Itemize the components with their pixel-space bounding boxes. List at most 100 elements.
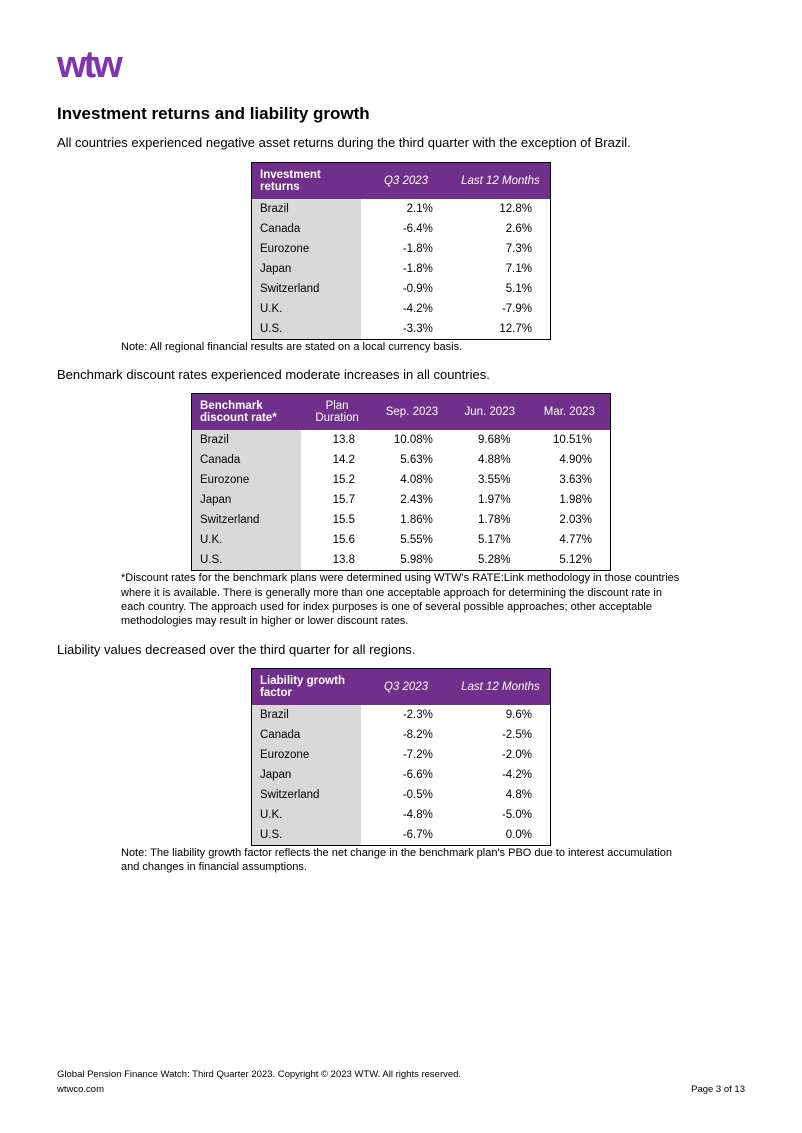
benchmark-discount-table: Benchmark discount rate* Plan Duration S… bbox=[191, 393, 611, 571]
cell: 2.03% bbox=[529, 510, 611, 530]
cell: Brazil bbox=[252, 199, 362, 219]
footer-row: wtwco.com Page 3 of 13 bbox=[57, 1084, 745, 1095]
cell: Brazil bbox=[252, 705, 362, 725]
cell: 4.88% bbox=[451, 450, 529, 470]
table-row: Eurozone-7.2%-2.0% bbox=[252, 745, 551, 765]
col-header: Liability growth factor bbox=[252, 669, 362, 706]
cell: Canada bbox=[252, 725, 362, 745]
cell: -2.5% bbox=[451, 725, 551, 745]
cell: 13.8 bbox=[301, 550, 373, 571]
investment-returns-table: Investment returns Q3 2023 Last 12 Month… bbox=[251, 162, 551, 340]
table-row: Brazil-2.3%9.6% bbox=[252, 705, 551, 725]
cell: 14.2 bbox=[301, 450, 373, 470]
logo-text: wtw bbox=[57, 44, 120, 86]
col-header: Last 12 Months bbox=[451, 162, 551, 199]
cell: -7.9% bbox=[451, 299, 551, 319]
table-row: U.K.15.65.55%5.17%4.77% bbox=[192, 530, 611, 550]
cell: U.S. bbox=[252, 825, 362, 846]
col-header: Last 12 Months bbox=[451, 669, 551, 706]
table-row: Canada-8.2%-2.5% bbox=[252, 725, 551, 745]
table-row: Switzerland-0.5%4.8% bbox=[252, 785, 551, 805]
table3-note: Note: The liability growth factor reflec… bbox=[121, 846, 681, 875]
cell: 1.78% bbox=[451, 510, 529, 530]
cell: 15.5 bbox=[301, 510, 373, 530]
cell: Japan bbox=[252, 765, 362, 785]
col-header: Jun. 2023 bbox=[451, 394, 529, 431]
cell: U.K. bbox=[252, 299, 362, 319]
cell: 3.55% bbox=[451, 470, 529, 490]
cell: 5.55% bbox=[373, 530, 451, 550]
cell: 12.8% bbox=[451, 199, 551, 219]
footer-copyright: Global Pension Finance Watch: Third Quar… bbox=[57, 1069, 745, 1080]
cell: 4.08% bbox=[373, 470, 451, 490]
cell: -4.8% bbox=[361, 805, 451, 825]
liability-intro: Liability values decreased over the thir… bbox=[57, 641, 745, 659]
footer-page: Page 3 of 13 bbox=[691, 1084, 745, 1095]
table1-note: Note: All regional financial results are… bbox=[121, 340, 681, 354]
table-row: Brazil2.1%12.8% bbox=[252, 199, 551, 219]
table-row: Brazil13.810.08%9.68%10.51% bbox=[192, 430, 611, 450]
table-row: Japan15.72.43%1.97%1.98% bbox=[192, 490, 611, 510]
table-row: U.K.-4.8%-5.0% bbox=[252, 805, 551, 825]
cell: 2.43% bbox=[373, 490, 451, 510]
table-row: Japan-6.6%-4.2% bbox=[252, 765, 551, 785]
page: wtw Investment returns and liability gro… bbox=[0, 0, 802, 1133]
cell: 1.97% bbox=[451, 490, 529, 510]
cell: -8.2% bbox=[361, 725, 451, 745]
cell: 15.2 bbox=[301, 470, 373, 490]
cell: -5.0% bbox=[451, 805, 551, 825]
footer-site: wtwco.com bbox=[57, 1084, 104, 1095]
table-row: Switzerland-0.9%5.1% bbox=[252, 279, 551, 299]
cell: 7.3% bbox=[451, 239, 551, 259]
cell: Eurozone bbox=[192, 470, 302, 490]
cell: Canada bbox=[252, 219, 362, 239]
cell: 9.68% bbox=[451, 430, 529, 450]
cell: -4.2% bbox=[451, 765, 551, 785]
cell: 15.6 bbox=[301, 530, 373, 550]
cell: 1.98% bbox=[529, 490, 611, 510]
cell: Japan bbox=[192, 490, 302, 510]
cell: Switzerland bbox=[252, 279, 362, 299]
cell: 2.6% bbox=[451, 219, 551, 239]
table-row: Eurozone15.24.08%3.55%3.63% bbox=[192, 470, 611, 490]
cell: Switzerland bbox=[252, 785, 362, 805]
liability-growth-table: Liability growth factor Q3 2023 Last 12 … bbox=[251, 668, 551, 846]
cell: -6.7% bbox=[361, 825, 451, 846]
col-header: Plan Duration bbox=[301, 394, 373, 431]
cell: U.K. bbox=[192, 530, 302, 550]
cell: Japan bbox=[252, 259, 362, 279]
investment-returns-section: Investment returns Q3 2023 Last 12 Month… bbox=[57, 162, 745, 354]
table-row: U.S.13.85.98%5.28%5.12% bbox=[192, 550, 611, 571]
cell: Switzerland bbox=[192, 510, 302, 530]
cell: 5.17% bbox=[451, 530, 529, 550]
col-header: Q3 2023 bbox=[361, 162, 451, 199]
benchmark-intro: Benchmark discount rates experienced mod… bbox=[57, 366, 745, 384]
table-row: Switzerland15.51.86%1.78%2.03% bbox=[192, 510, 611, 530]
cell: -6.4% bbox=[361, 219, 451, 239]
cell: -2.0% bbox=[451, 745, 551, 765]
col-header: Q3 2023 bbox=[361, 669, 451, 706]
col-header: Benchmark discount rate* bbox=[192, 394, 302, 431]
cell: U.S. bbox=[192, 550, 302, 571]
table-row: Japan-1.8%7.1% bbox=[252, 259, 551, 279]
cell: 12.7% bbox=[451, 319, 551, 340]
cell: 5.12% bbox=[529, 550, 611, 571]
cell: U.K. bbox=[252, 805, 362, 825]
cell: 4.8% bbox=[451, 785, 551, 805]
table-row: U.S.-6.7%0.0% bbox=[252, 825, 551, 846]
cell: 9.6% bbox=[451, 705, 551, 725]
cell: 13.8 bbox=[301, 430, 373, 450]
cell: 10.51% bbox=[529, 430, 611, 450]
cell: 3.63% bbox=[529, 470, 611, 490]
cell: -2.3% bbox=[361, 705, 451, 725]
cell: U.S. bbox=[252, 319, 362, 340]
table-row: U.S.-3.3%12.7% bbox=[252, 319, 551, 340]
table-row: Canada14.25.63%4.88%4.90% bbox=[192, 450, 611, 470]
cell: Brazil bbox=[192, 430, 302, 450]
cell: 4.77% bbox=[529, 530, 611, 550]
table-row: U.K.-4.2%-7.9% bbox=[252, 299, 551, 319]
cell: 15.7 bbox=[301, 490, 373, 510]
cell: 2.1% bbox=[361, 199, 451, 219]
cell: -1.8% bbox=[361, 239, 451, 259]
logo: wtw bbox=[57, 50, 745, 82]
